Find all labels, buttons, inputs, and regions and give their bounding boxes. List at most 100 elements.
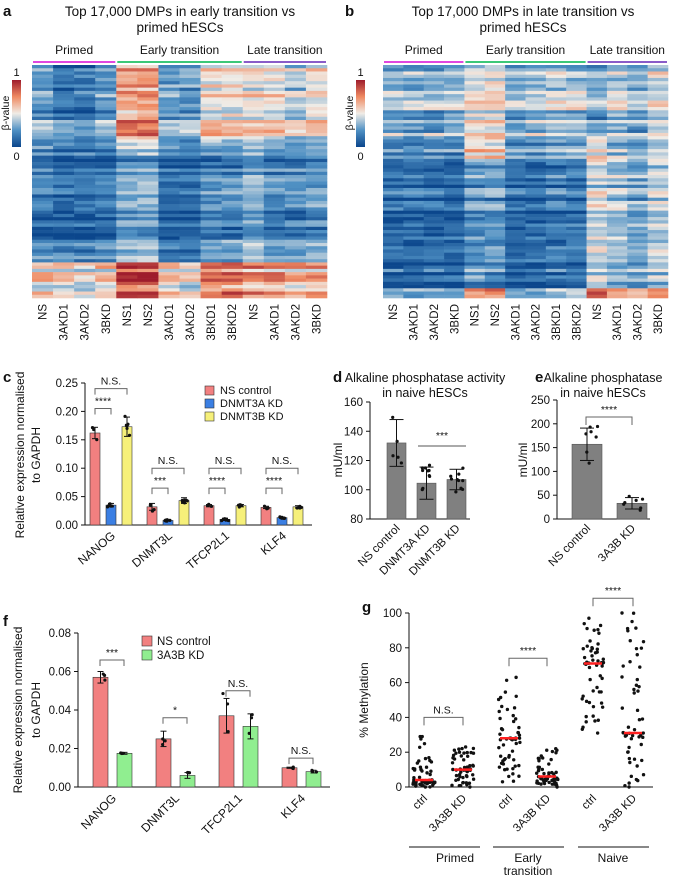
heatmap-cell xyxy=(444,200,465,205)
category-label: NANOG xyxy=(75,529,118,568)
heatmap-cell xyxy=(284,255,307,260)
data-point xyxy=(120,751,124,756)
heatmap-cell xyxy=(383,145,404,150)
y-tick-label: 0.15 xyxy=(56,435,78,447)
heatmap-cell xyxy=(647,210,669,215)
heatmap-cell xyxy=(95,242,117,247)
heatmap-cell xyxy=(305,84,328,88)
heatmap-cell xyxy=(403,129,425,134)
heatmap-cell xyxy=(647,168,669,173)
heatmap-cell xyxy=(566,278,587,283)
heatmap-cell xyxy=(116,213,138,218)
heatmap-cell xyxy=(505,84,526,88)
y-tick-label: 150 xyxy=(531,443,550,455)
heatmap-cell xyxy=(586,145,608,150)
heatmap-cell xyxy=(158,178,180,182)
heatmap-cell xyxy=(137,120,159,124)
heatmap-cell xyxy=(403,126,425,131)
heatmap-cell xyxy=(545,65,567,69)
heatmap-cell xyxy=(53,181,75,186)
significance-label: * xyxy=(173,705,177,717)
heatmap-cell xyxy=(200,278,222,283)
heatmap-cell xyxy=(566,175,587,179)
heatmap-cell xyxy=(525,197,547,202)
heatmap-cell xyxy=(221,123,244,127)
heatmap-cell xyxy=(137,149,159,153)
heatmap-cell xyxy=(53,288,75,292)
heatmap-cell xyxy=(32,90,54,95)
heatmap-cell xyxy=(545,158,567,163)
heatmap-cell xyxy=(305,281,328,286)
heatmap-cell xyxy=(263,278,286,283)
heatmap-cell xyxy=(545,162,567,166)
heatmap-cell xyxy=(179,71,201,76)
significance-bracket xyxy=(225,690,251,697)
heatmap-cell xyxy=(284,236,307,241)
heatmap-cell xyxy=(116,259,138,263)
heatmap-cell xyxy=(484,294,506,299)
heatmap-cell xyxy=(484,175,506,179)
heatmap-cell xyxy=(305,139,328,143)
heatmap-cell xyxy=(647,213,669,218)
heatmap-cell xyxy=(263,162,286,166)
heatmap-cell xyxy=(647,155,669,160)
heatmap-cell xyxy=(116,94,138,98)
data-point xyxy=(590,654,594,658)
heatmap-cell xyxy=(647,294,669,299)
heatmap-cell xyxy=(116,81,138,85)
heatmap-cell xyxy=(647,94,669,98)
heatmap-cell xyxy=(179,184,201,189)
data-point xyxy=(620,675,624,679)
heatmap-cell xyxy=(263,68,286,72)
heatmap-cell xyxy=(464,116,486,121)
heatmap-cell xyxy=(444,68,465,72)
heatmap-cell xyxy=(525,255,547,260)
y-tick-label: 100 xyxy=(344,485,363,497)
heatmap-cell xyxy=(95,268,117,273)
heatmap-cell xyxy=(627,142,648,147)
heatmap-cell xyxy=(606,217,628,221)
heatmap-cell xyxy=(545,213,567,218)
legend-swatch xyxy=(204,385,215,396)
heatmap-cell xyxy=(484,107,506,111)
heatmap-cell xyxy=(74,197,96,202)
heatmap-cell xyxy=(606,226,628,231)
heatmap-cell xyxy=(606,103,628,108)
heatmap-cell xyxy=(627,184,648,189)
heatmap-cell xyxy=(158,97,180,101)
heatmap-cell xyxy=(53,136,75,140)
heatmap-cell xyxy=(403,220,425,224)
heatmap-cell xyxy=(53,171,75,176)
heatmap-cell xyxy=(586,268,608,273)
heatmap-cell xyxy=(137,158,159,163)
title-line: Alkaline phosphatase xyxy=(543,371,663,385)
heatmap-cell xyxy=(566,132,587,137)
heatmap-cell xyxy=(383,278,404,283)
heatmap-cell xyxy=(158,236,180,241)
heatmap-cell xyxy=(242,268,265,273)
heatmap-cell xyxy=(242,233,265,237)
heatmap-cell xyxy=(284,223,307,228)
data-point xyxy=(461,466,465,470)
heatmap-cell xyxy=(606,175,628,179)
heatmap-cell xyxy=(586,278,608,283)
heatmap-column-label: 3AKD1 xyxy=(409,304,421,340)
heatmap-cell xyxy=(179,120,201,124)
data-point xyxy=(553,777,558,781)
data-point xyxy=(550,770,554,775)
heatmap-cell xyxy=(606,259,628,263)
heatmap-cell xyxy=(116,288,138,292)
panel-label-g: g xyxy=(362,599,372,616)
heatmap-cell xyxy=(423,171,445,176)
heatmap-cell xyxy=(505,223,526,228)
heatmap-cell xyxy=(179,103,201,108)
heatmap-column-label: 3BKD xyxy=(101,304,113,334)
heatmap-cell xyxy=(545,259,567,263)
data-point xyxy=(451,753,456,758)
heatmap-cell xyxy=(586,213,608,218)
heatmap-cell xyxy=(74,145,96,150)
heatmap-cell xyxy=(484,142,506,147)
heatmap-cell xyxy=(263,187,286,192)
heatmap-cell xyxy=(383,226,404,231)
heatmap-cell xyxy=(627,68,648,72)
